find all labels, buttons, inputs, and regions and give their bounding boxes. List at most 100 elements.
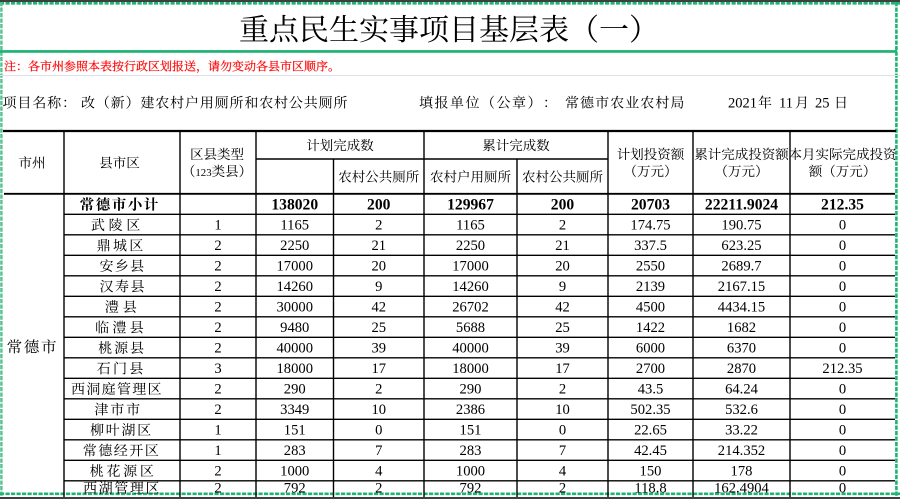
- svg-text:25: 25: [815, 96, 830, 112]
- svg-text:21: 21: [371, 238, 386, 254]
- svg-text:17000: 17000: [277, 259, 313, 275]
- svg-text:0: 0: [839, 464, 846, 480]
- svg-text:200: 200: [551, 196, 575, 213]
- svg-text:2: 2: [214, 464, 221, 480]
- svg-text:1682: 1682: [727, 320, 756, 336]
- svg-text:17: 17: [371, 361, 386, 377]
- svg-text:623.25: 623.25: [721, 238, 761, 254]
- svg-text:6000: 6000: [636, 341, 665, 357]
- svg-text:40000: 40000: [452, 341, 488, 357]
- svg-text:22211.9024: 22211.9024: [705, 196, 778, 213]
- svg-text:2: 2: [559, 218, 566, 234]
- svg-text:283: 283: [460, 443, 482, 459]
- svg-text:2: 2: [214, 481, 221, 497]
- svg-text:64.24: 64.24: [725, 382, 759, 398]
- svg-text:9480: 9480: [280, 320, 309, 336]
- svg-text:4500: 4500: [636, 300, 665, 316]
- svg-text:337.5: 337.5: [634, 238, 667, 254]
- svg-text:0: 0: [839, 382, 846, 398]
- svg-text:151: 151: [284, 423, 306, 439]
- svg-text:7: 7: [375, 443, 382, 459]
- svg-text:42: 42: [555, 300, 570, 316]
- svg-text:0: 0: [839, 341, 846, 357]
- svg-text:2: 2: [214, 238, 221, 254]
- svg-text:150: 150: [640, 464, 662, 480]
- svg-text:7: 7: [559, 443, 566, 459]
- svg-text:0: 0: [375, 423, 382, 439]
- svg-text:0: 0: [839, 218, 846, 234]
- svg-text:2: 2: [559, 481, 566, 497]
- svg-text:0: 0: [559, 423, 566, 439]
- svg-text:39: 39: [371, 341, 386, 357]
- svg-text:1: 1: [214, 218, 221, 234]
- svg-text:0: 0: [839, 320, 846, 336]
- svg-text:43.5: 43.5: [638, 382, 664, 398]
- svg-text:18000: 18000: [452, 361, 488, 377]
- svg-text:0: 0: [839, 423, 846, 439]
- svg-text:2: 2: [214, 279, 221, 295]
- svg-text:40000: 40000: [277, 341, 313, 357]
- svg-text:17: 17: [555, 361, 570, 377]
- svg-text:174.75: 174.75: [630, 218, 670, 234]
- svg-text:200: 200: [367, 196, 391, 213]
- svg-text:2: 2: [214, 259, 221, 275]
- svg-text:118.8: 118.8: [634, 481, 666, 497]
- svg-text:0: 0: [839, 259, 846, 275]
- svg-text:283: 283: [284, 443, 306, 459]
- svg-text:1: 1: [214, 423, 221, 439]
- svg-text:532.6: 532.6: [725, 402, 758, 418]
- svg-text:2: 2: [214, 402, 221, 418]
- svg-text:151: 151: [460, 423, 482, 439]
- svg-text:138020: 138020: [271, 196, 318, 213]
- svg-text:17000: 17000: [452, 259, 488, 275]
- svg-text:190.75: 190.75: [721, 218, 761, 234]
- svg-text:162.4904: 162.4904: [714, 481, 769, 497]
- svg-text:1422: 1422: [636, 320, 665, 336]
- svg-text:30000: 30000: [277, 300, 313, 316]
- svg-text:792: 792: [460, 481, 482, 497]
- svg-text:2: 2: [214, 382, 221, 398]
- svg-text:4: 4: [559, 464, 567, 480]
- svg-text:3: 3: [214, 361, 221, 377]
- svg-text:4434.15: 4434.15: [718, 300, 765, 316]
- svg-text:212.35: 212.35: [821, 196, 864, 213]
- svg-text:42.45: 42.45: [634, 443, 667, 459]
- svg-text:14260: 14260: [277, 279, 313, 295]
- svg-text:290: 290: [460, 382, 482, 398]
- svg-text:5688: 5688: [456, 320, 485, 336]
- svg-text:9: 9: [375, 279, 382, 295]
- svg-text:42: 42: [371, 300, 386, 316]
- svg-text:4: 4: [375, 464, 383, 480]
- svg-text:6370: 6370: [727, 341, 756, 357]
- svg-text:9: 9: [559, 279, 566, 295]
- svg-text:2689.7: 2689.7: [721, 259, 761, 275]
- svg-text:2: 2: [214, 320, 221, 336]
- svg-text:25: 25: [555, 320, 570, 336]
- svg-text:502.35: 502.35: [630, 402, 670, 418]
- svg-text:792: 792: [284, 481, 306, 497]
- svg-text:18000: 18000: [277, 361, 313, 377]
- svg-text:25: 25: [371, 320, 386, 336]
- svg-text:2250: 2250: [280, 238, 309, 254]
- svg-text:10: 10: [555, 402, 570, 418]
- svg-text:178: 178: [731, 464, 753, 480]
- svg-text:212.35: 212.35: [822, 361, 862, 377]
- svg-text:39: 39: [555, 341, 570, 357]
- svg-text:14260: 14260: [452, 279, 488, 295]
- svg-text:2386: 2386: [456, 402, 485, 418]
- svg-text:2870: 2870: [727, 361, 756, 377]
- svg-text:33.22: 33.22: [725, 423, 758, 439]
- svg-text:2167.15: 2167.15: [718, 279, 765, 295]
- svg-text:2: 2: [214, 341, 221, 357]
- svg-text:20: 20: [555, 259, 570, 275]
- svg-text:2: 2: [375, 218, 382, 234]
- svg-text:1000: 1000: [280, 464, 309, 480]
- svg-text:1165: 1165: [456, 218, 485, 234]
- svg-text:0: 0: [839, 443, 846, 459]
- svg-text:129967: 129967: [447, 196, 494, 213]
- svg-text:0: 0: [839, 402, 846, 418]
- svg-text:2021: 2021: [728, 96, 757, 112]
- svg-text:10: 10: [371, 402, 386, 418]
- svg-text:2: 2: [559, 382, 566, 398]
- svg-text:1: 1: [214, 443, 221, 459]
